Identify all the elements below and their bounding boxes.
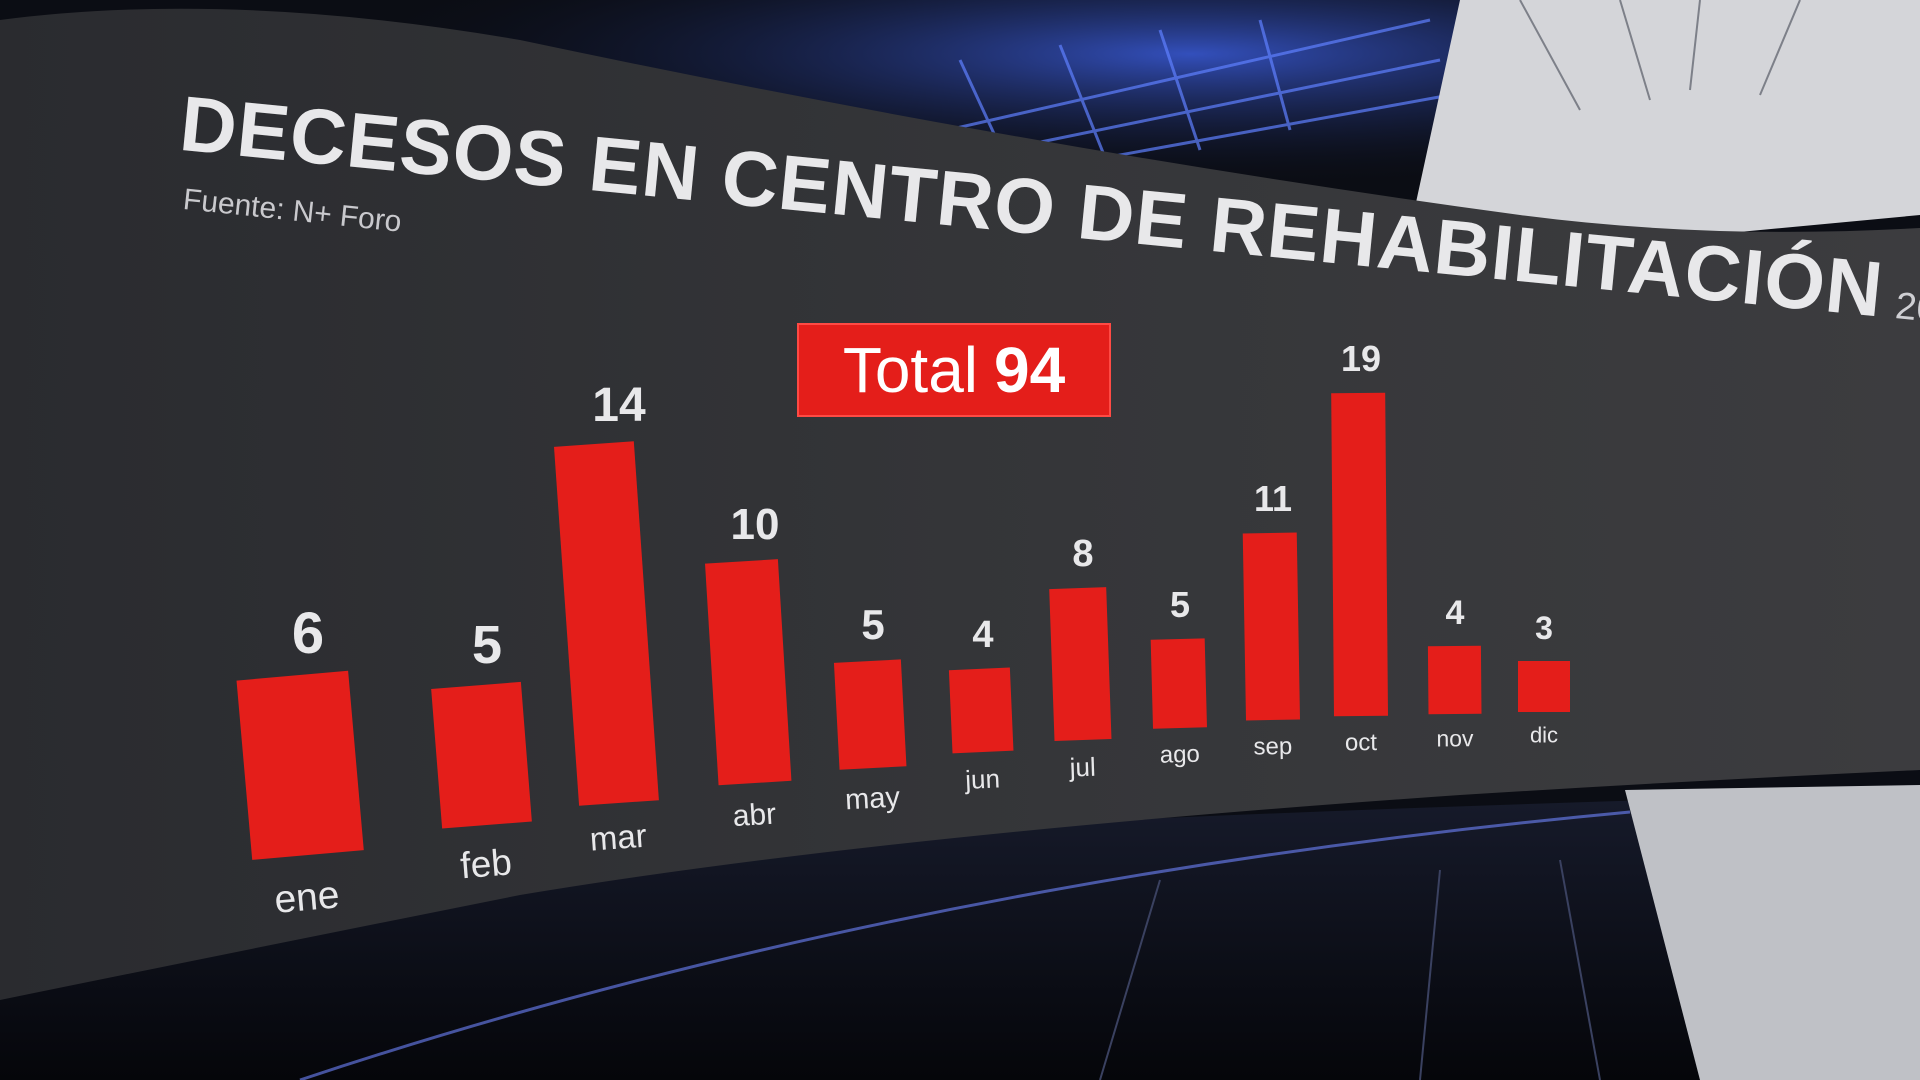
bar-dic — [1518, 661, 1570, 712]
value-label-abr: 10 — [731, 500, 780, 549]
value-label-ago: 5 — [1170, 584, 1190, 625]
value-label-jun: 4 — [972, 614, 993, 656]
category-label-jul: jul — [1068, 752, 1096, 783]
category-label-ene: ene — [273, 873, 342, 922]
value-label-ene: 6 — [292, 601, 324, 666]
category-label-dic: dic — [1530, 722, 1558, 747]
total-label: Total — [842, 334, 978, 406]
category-label-ago: ago — [1159, 741, 1200, 769]
value-label-dic: 3 — [1535, 610, 1553, 646]
category-label-sep: sep — [1253, 733, 1292, 761]
total-value: 94 — [994, 334, 1066, 406]
category-label-jun: jun — [964, 763, 1001, 795]
value-label-feb: 5 — [472, 615, 502, 675]
category-label-oct: oct — [1345, 729, 1378, 756]
bar-abr — [705, 559, 792, 786]
bar-jun — [948, 667, 1014, 754]
bar-ene — [236, 670, 364, 860]
value-label-oct: 19 — [1341, 338, 1381, 379]
bar-oct — [1331, 392, 1388, 717]
bar-feb — [431, 681, 532, 829]
value-label-may: 5 — [861, 601, 884, 648]
category-label-nov: nov — [1436, 725, 1474, 751]
bar-nov — [1427, 645, 1482, 715]
bar-jul — [1049, 587, 1112, 741]
bar-ago — [1150, 638, 1207, 729]
bar-mar — [553, 441, 659, 806]
bar-sep — [1242, 532, 1300, 721]
value-label-jul: 8 — [1072, 533, 1093, 575]
category-label-may: may — [844, 781, 901, 816]
right-panel — [1410, 0, 1920, 245]
right-wall — [1625, 785, 1920, 1080]
value-label-sep: 11 — [1254, 478, 1292, 519]
category-label-feb: feb — [459, 841, 513, 886]
category-label-mar: mar — [589, 817, 648, 858]
value-label-nov: 4 — [1446, 594, 1465, 632]
bar-may — [833, 659, 907, 770]
total-badge: Total 94 — [797, 323, 1111, 417]
value-label-mar: 14 — [592, 379, 646, 432]
category-label-abr: abr — [732, 798, 777, 834]
